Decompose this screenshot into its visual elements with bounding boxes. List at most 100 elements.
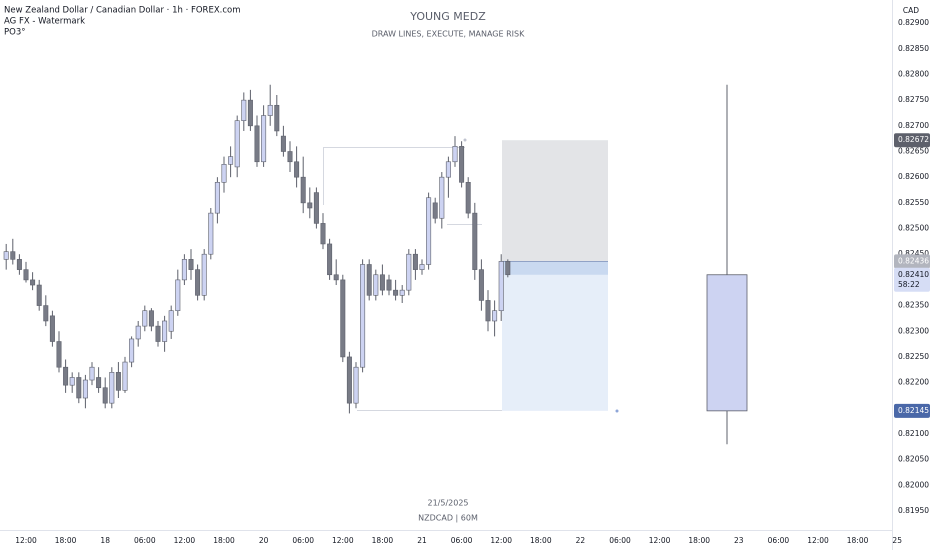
- candle-body: [148, 310, 154, 327]
- x-tick-label: 21: [417, 536, 427, 545]
- candle-body: [287, 151, 293, 163]
- candle-body: [168, 310, 174, 332]
- x-tick-label: 06:00: [451, 536, 473, 545]
- candle-body: [195, 269, 201, 296]
- price-tag: [894, 403, 930, 418]
- candle-body: [175, 279, 181, 312]
- x-tick-label: 18:00: [688, 536, 710, 545]
- candle-body: [280, 135, 286, 152]
- y-tick-label: 0.82800: [898, 69, 929, 78]
- candle-body: [3, 251, 9, 260]
- candle-body: [36, 284, 42, 306]
- candle-body: [386, 279, 392, 291]
- x-tick-label: 18:00: [55, 536, 77, 545]
- candle-body: [82, 379, 88, 399]
- candle-body: [214, 182, 220, 214]
- y-tick-label: 0.82500: [898, 224, 929, 233]
- candle-body: [366, 264, 372, 296]
- candle-body: [478, 269, 484, 301]
- y-tick-label: 0.82450: [898, 249, 929, 258]
- candle-body: [234, 120, 240, 168]
- candle-body: [294, 161, 300, 178]
- po3-body: [706, 274, 748, 412]
- candle-body: [162, 320, 168, 342]
- candle-body: [261, 115, 267, 163]
- y-tick-label: 0.82650: [898, 147, 929, 156]
- x-tick-label: 18:00: [847, 536, 869, 545]
- candle-body: [492, 310, 498, 322]
- candle-body: [115, 372, 121, 391]
- x-tick-label: 12:00: [649, 536, 671, 545]
- watermark-subtitle: DRAW LINES, EXECUTE, MANAGE RISK: [372, 30, 525, 39]
- candle-body: [472, 212, 478, 270]
- x-tick-label: 23: [734, 536, 744, 545]
- candle-body: [485, 300, 491, 322]
- candle-body: [399, 289, 405, 296]
- candle-body: [241, 99, 247, 121]
- candle-body: [76, 377, 82, 399]
- x-tick-label: 18: [100, 536, 110, 545]
- candle-body: [208, 212, 214, 255]
- price-tag-label: 0.82672: [898, 135, 929, 144]
- candle-body: [135, 325, 141, 340]
- candle-body: [96, 377, 102, 389]
- candle-body: [181, 259, 187, 281]
- x-tick-label: 25: [892, 536, 902, 545]
- y-tick-label: 0.82900: [898, 18, 929, 27]
- y-tick-label: 0.82100: [898, 429, 929, 438]
- candle-body: [188, 259, 194, 270]
- candle-body: [459, 146, 465, 183]
- x-tick-label: 12:00: [15, 536, 37, 545]
- profit-strip: [502, 261, 608, 275]
- watermark-symbol: NZDCAD | 60M: [418, 514, 478, 523]
- candle-body: [498, 261, 504, 312]
- candle-body: [465, 182, 471, 214]
- candle-body: [452, 146, 458, 163]
- candle-body: [412, 253, 418, 270]
- x-tick-label: 18:00: [530, 536, 552, 545]
- drawn-anchor: [615, 409, 619, 413]
- candle-body: [320, 223, 326, 245]
- symbol-title: New Zealand Dollar / Canadian Dollar · 1…: [4, 6, 241, 16]
- candle-body: [10, 251, 16, 260]
- x-tick-label: 06:00: [768, 536, 790, 545]
- indicator-label: AG FX - Watermark: [4, 17, 85, 27]
- candle-body: [340, 279, 346, 358]
- candle-body: [439, 176, 445, 219]
- candle-body: [505, 261, 511, 276]
- candle-body: [307, 202, 313, 209]
- candle-body: [445, 161, 451, 178]
- price-tag: [894, 267, 930, 292]
- candle-body: [267, 104, 273, 116]
- candle-body: [228, 156, 234, 165]
- price-tag-label: 0.82410: [898, 270, 929, 279]
- candle-body: [346, 356, 352, 404]
- candle-body: [393, 289, 399, 296]
- candle-body: [333, 274, 339, 281]
- currency-label: CAD: [903, 6, 919, 15]
- y-tick-label: 0.82050: [898, 455, 929, 464]
- candle-body: [102, 387, 108, 404]
- x-tick-label: 18:00: [213, 536, 235, 545]
- y-tick-label: 0.82250: [898, 352, 929, 361]
- candle-body: [360, 264, 366, 368]
- price-tag-label: 0.82436: [898, 256, 929, 265]
- candle-body: [109, 372, 115, 404]
- candle-body: [313, 192, 319, 224]
- x-tick-label: 06:00: [609, 536, 631, 545]
- x-tick-label: 20: [259, 536, 269, 545]
- candle-body: [247, 99, 253, 127]
- candle-body: [379, 274, 385, 291]
- candle-body: [56, 341, 62, 368]
- candle-body: [221, 164, 227, 183]
- x-tick-label: 06:00: [134, 536, 156, 545]
- target-zone: [502, 261, 608, 411]
- candle-body: [406, 253, 412, 291]
- candle-body: [122, 361, 128, 391]
- candle-body: [419, 264, 425, 270]
- candle-body: [300, 176, 306, 204]
- x-tick-label: 12:00: [490, 536, 512, 545]
- watermark-title: YOUNG MEDZ: [409, 10, 486, 23]
- watermark-date: 21/5/2025: [427, 499, 468, 508]
